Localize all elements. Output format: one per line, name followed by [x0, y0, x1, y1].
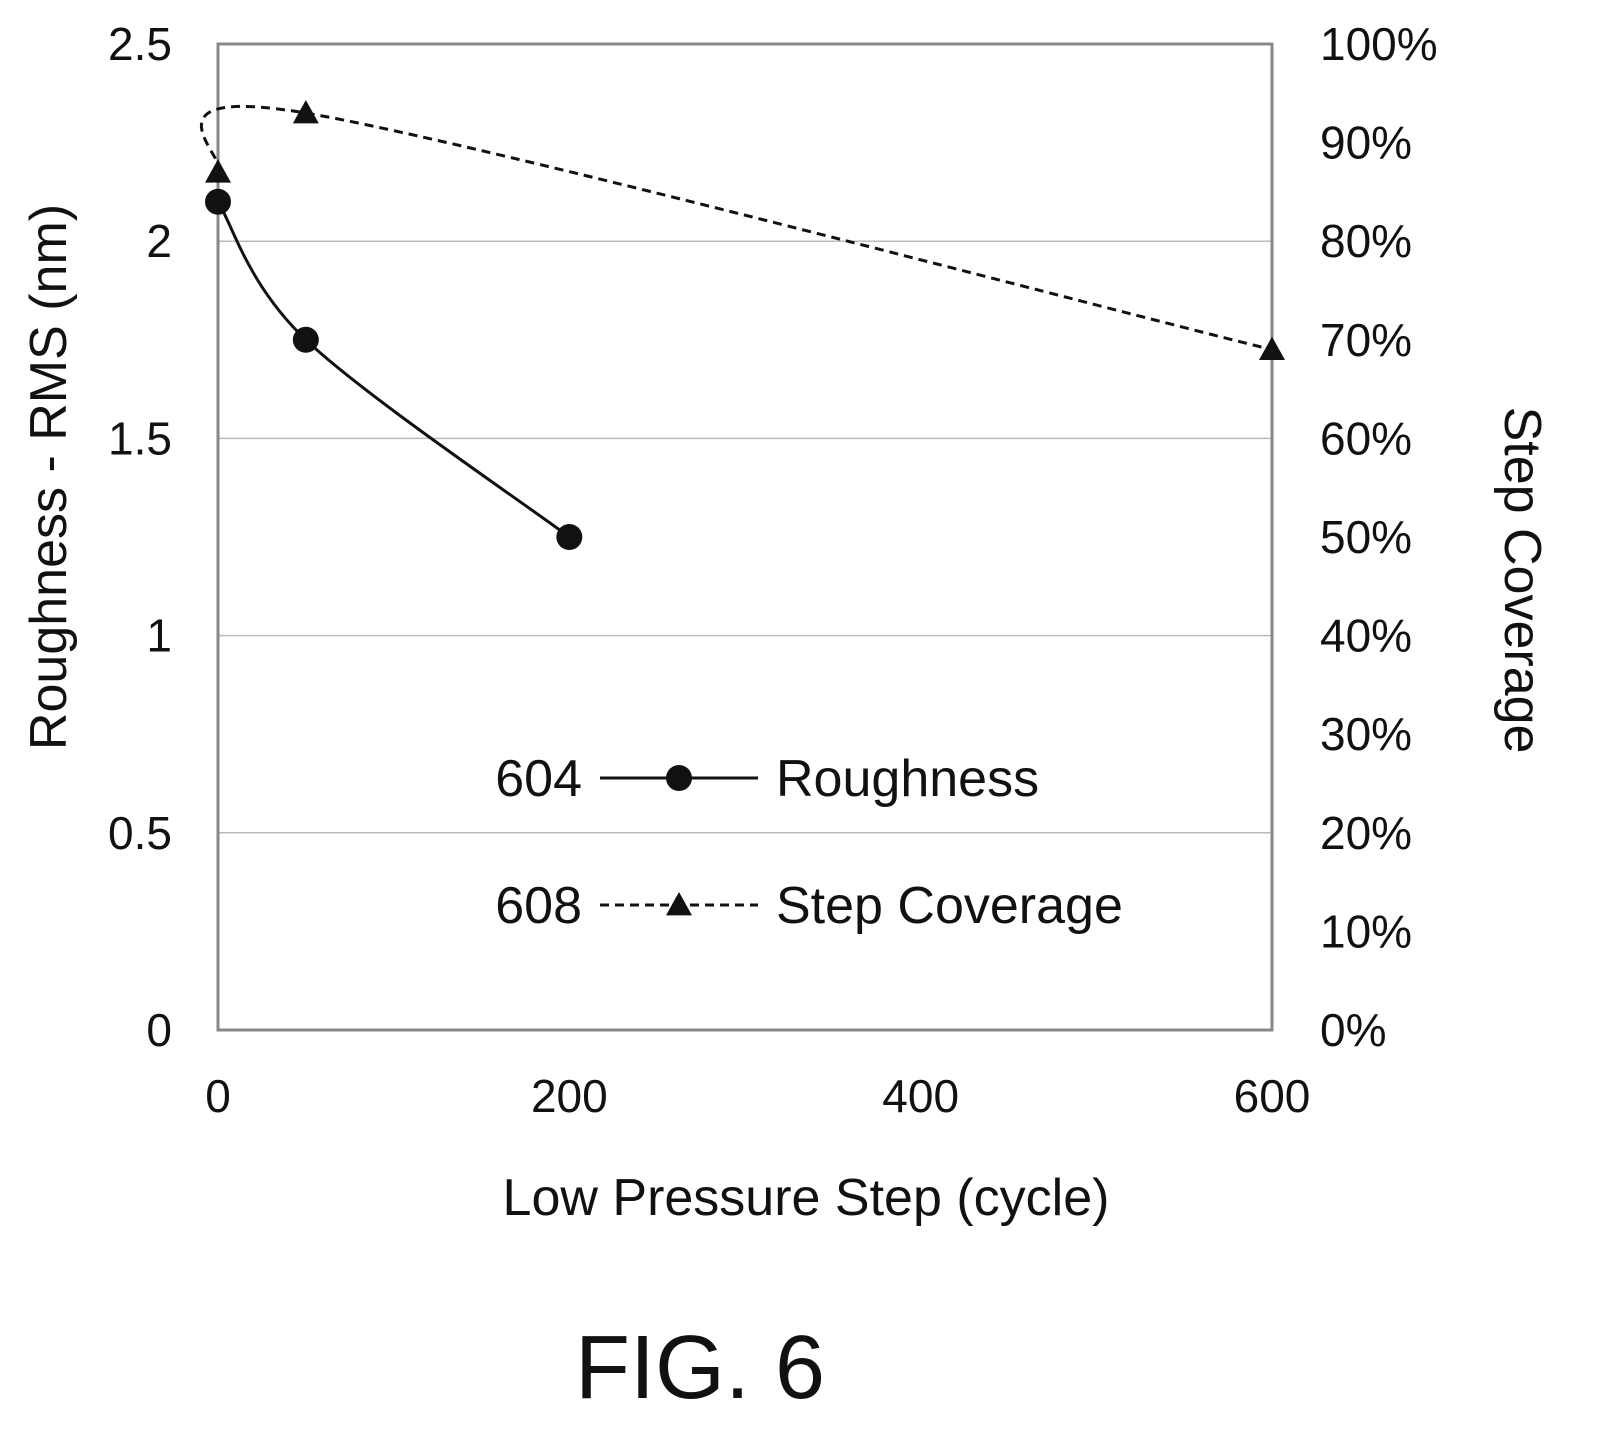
x-tick-label: 0 [205, 1070, 231, 1122]
y2-tick-label: 80% [1320, 215, 1412, 267]
y2-tick-label: 20% [1320, 807, 1412, 859]
y2-tick-label: 0% [1320, 1004, 1386, 1056]
y2-tick-label: 90% [1320, 117, 1412, 169]
legend-marker-circle [666, 765, 692, 791]
y2-axis-title: Step Coverage [1493, 407, 1551, 754]
y2-tick-label: 10% [1320, 905, 1412, 957]
series-markers [205, 100, 1285, 550]
y2-tick-label: 30% [1320, 708, 1412, 760]
y-tick-label: 1 [146, 610, 172, 662]
left-axis-ticks: 0 0.5 1 1.5 2 2.5 [108, 18, 172, 1056]
y-tick-label: 0 [146, 1004, 172, 1056]
x-axis-ticks: 0 200 400 600 [205, 1070, 1310, 1122]
y-tick-label: 2 [146, 215, 172, 267]
y2-tick-label: 40% [1320, 610, 1412, 662]
x-tick-label: 200 [531, 1070, 608, 1122]
legend-marker-triangle [666, 892, 692, 916]
y2-tick-label: 70% [1320, 314, 1412, 366]
y2-tick-label: 100% [1320, 18, 1438, 70]
y2-tick-label: 60% [1320, 412, 1412, 464]
y-tick-label: 2.5 [108, 18, 172, 70]
y-axis-title: Roughness - RMS (nm) [20, 204, 78, 750]
legend-ref-number: 608 [495, 877, 582, 935]
legend-ref-number: 604 [495, 750, 582, 808]
roughness-point [205, 188, 231, 215]
y-tick-label: 1.5 [108, 412, 172, 464]
right-axis-ticks: 0% 10% 20% 30% 40% 50% 60% 70% 80% 90% 100% [1320, 18, 1438, 1056]
roughness-point [292, 326, 319, 353]
step-coverage-point [205, 159, 231, 183]
y2-tick-label: 50% [1320, 511, 1412, 563]
series-line-roughness [216, 200, 571, 539]
step-coverage-point [1259, 336, 1285, 361]
step-coverage-point [292, 100, 319, 124]
x-axis-title: Low Pressure Step (cycle) [503, 1169, 1110, 1227]
legend-series-name: Step Coverage [776, 877, 1123, 935]
x-tick-label: 600 [1234, 1070, 1311, 1122]
figure-label: FIG. 6 [575, 1318, 825, 1418]
plot-area-frame [216, 42, 1274, 1032]
x-tick-label: 400 [882, 1070, 959, 1122]
legend-series-name: Roughness [776, 750, 1039, 808]
y-tick-label: 0.5 [108, 807, 172, 859]
legend: 604 Roughness 608 Step Coverage [495, 750, 1123, 935]
series-line-step-coverage [199, 104, 1273, 352]
roughness-point [556, 524, 583, 550]
series-lines [199, 104, 1273, 539]
